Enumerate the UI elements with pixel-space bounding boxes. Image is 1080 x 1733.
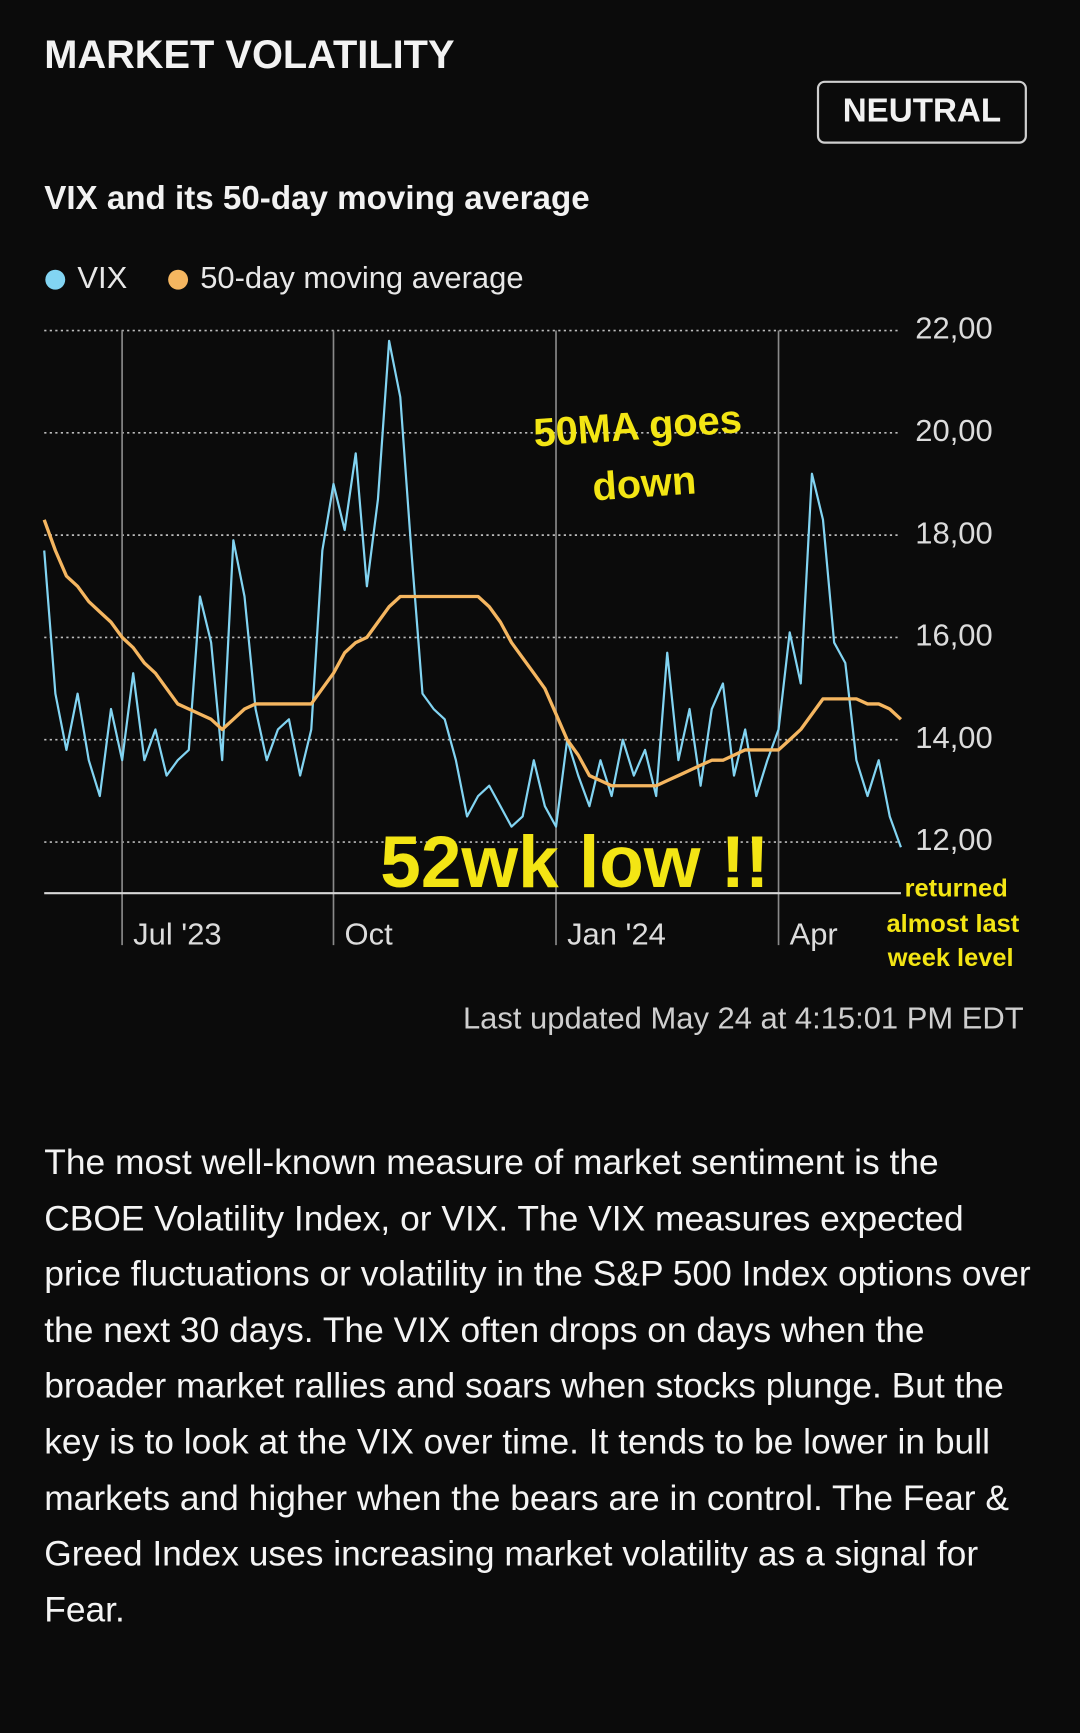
x-tick-label: Jul '23 [133, 916, 221, 951]
x-tick-label: Oct [345, 916, 394, 951]
annotation: down [591, 458, 698, 509]
y-tick-label: 18,00 [915, 515, 992, 550]
annotation: week level [887, 944, 1014, 972]
legend-label: 50-day moving average [200, 260, 523, 295]
annotation: 50MA goes [532, 397, 743, 455]
annotation: almost last [887, 910, 1020, 938]
legend-label: VIX [77, 260, 127, 295]
y-tick-label: 22,00 [915, 311, 992, 346]
badge: NEUTRAL [843, 93, 1001, 130]
y-tick-label: 20,00 [915, 413, 992, 448]
chart-title: VIX and its 50-day moving average [44, 180, 589, 217]
x-tick-label: Jan '24 [567, 916, 666, 951]
chart: MARKET VOLATILITY NEUTRAL VIX and its 50… [42, 33, 1027, 1035]
legend-dot [168, 269, 189, 290]
badge-frame [816, 80, 1027, 144]
annotation: 52wk low !! [380, 822, 769, 903]
x-tick-label: Apr [790, 916, 838, 951]
y-tick-label: 16,00 [915, 618, 992, 653]
series-line [42, 519, 903, 788]
page-title: MARKET VOLATILITY [44, 33, 454, 77]
last-updated: Last updated May 24 at 4:15:01 PM EDT [463, 1000, 1024, 1035]
annotation: returned [905, 875, 1008, 903]
body-text: The most well-known measure of market se… [44, 1141, 1031, 1630]
y-tick-label: 14,00 [915, 720, 992, 755]
legend-dot [45, 269, 66, 290]
y-tick-label: 12,00 [915, 822, 992, 857]
series-line [43, 339, 902, 848]
